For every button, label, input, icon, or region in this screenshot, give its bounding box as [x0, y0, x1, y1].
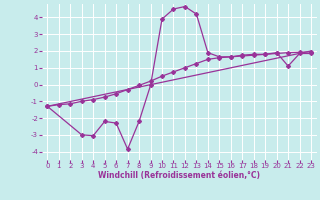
X-axis label: Windchill (Refroidissement éolien,°C): Windchill (Refroidissement éolien,°C) — [98, 171, 260, 180]
